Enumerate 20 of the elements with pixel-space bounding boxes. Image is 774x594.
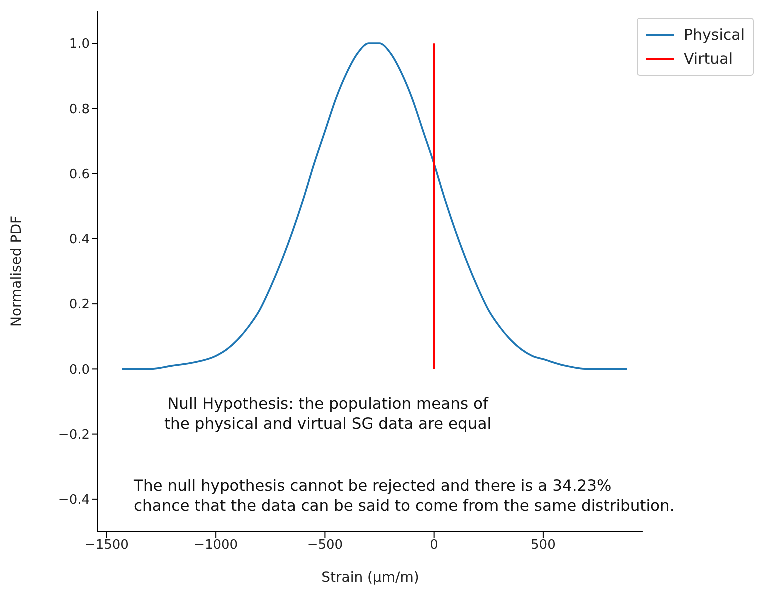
y-tick-label: 0.4 (69, 232, 90, 248)
y-tick-label: 0.6 (69, 167, 90, 182)
x-tick-label: 0 (430, 538, 438, 554)
annotation: The null hypothesis cannot be rejected and there is a 34.23% chance that the data can be said to come from the same distribution. (134, 476, 676, 516)
x-tick-label: 500 (531, 538, 556, 554)
annotation: Null Hypothesis: the population means of the physical and virtual SG data are equal (163, 394, 493, 434)
y-tick-label: −0.4 (58, 493, 90, 508)
x-tick-label: −500 (307, 538, 344, 554)
x-tick-label: −1500 (84, 538, 129, 554)
line-series (121, 42, 628, 370)
y-tick-label: 0.0 (69, 362, 90, 378)
y-axis-title: Normalised PDF (8, 216, 25, 328)
legend-label: Virtual (684, 49, 733, 70)
x-tick-label: −1000 (194, 538, 238, 554)
y-tick-label: 1.0 (69, 37, 90, 52)
y-tick-label: 0.8 (69, 102, 90, 118)
y-tick-label: −0.2 (58, 428, 90, 443)
x-axis-title: Strain (μm/m) (322, 570, 420, 586)
y-tick-label: 0.2 (69, 298, 90, 313)
legend-label: Physical (684, 25, 745, 46)
